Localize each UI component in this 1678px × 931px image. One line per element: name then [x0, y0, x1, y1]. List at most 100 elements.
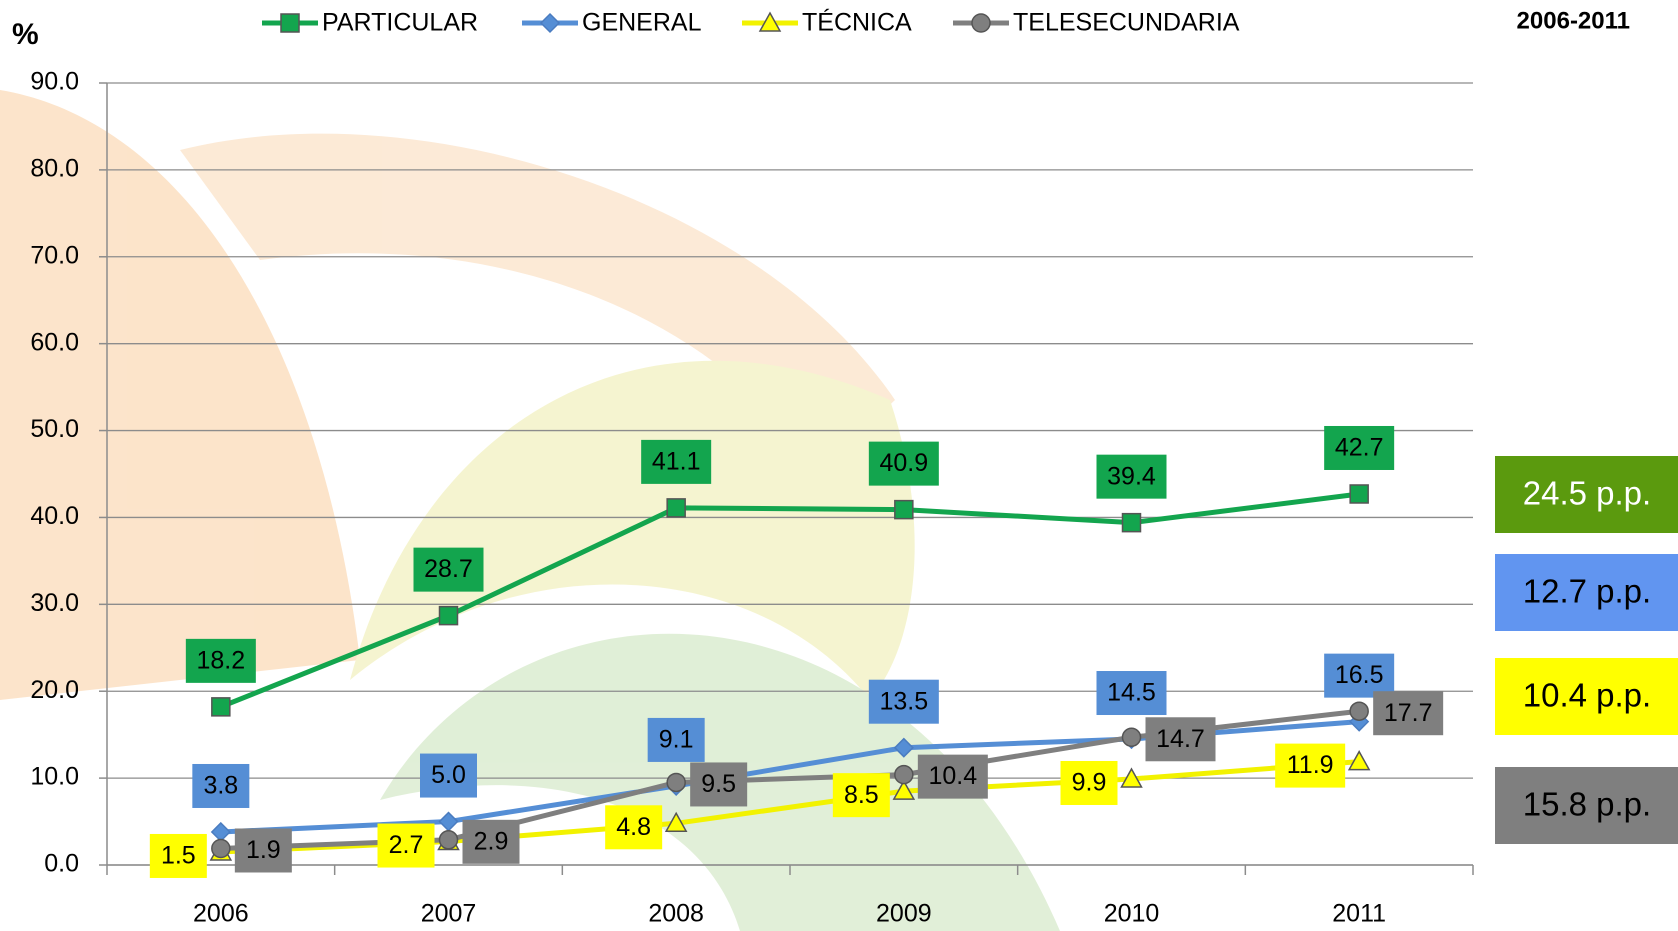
data-label-box	[1275, 743, 1346, 788]
data-label-box	[647, 717, 705, 762]
data-label: 1.9	[246, 836, 281, 864]
data-label-box	[1096, 454, 1167, 499]
data-label: 2.9	[474, 827, 509, 855]
data-point	[894, 499, 914, 520]
data-label-box	[1324, 425, 1395, 470]
data-point	[438, 605, 459, 626]
legend-marker	[758, 11, 782, 32]
data-label: 17.7	[1384, 699, 1433, 727]
annotation-box	[1495, 456, 1678, 533]
data-point	[1121, 727, 1142, 748]
data-label: 11.9	[1287, 751, 1334, 779]
data-point	[1347, 750, 1371, 771]
data-label: 40.9	[879, 449, 928, 477]
chart-title: 2006-2011	[1517, 7, 1630, 34]
decor-arc	[180, 133, 895, 470]
x-tick-label: 2007	[421, 900, 477, 928]
data-point	[664, 811, 688, 833]
data-label: 1.5	[161, 842, 196, 870]
data-point	[666, 772, 686, 793]
data-point	[211, 838, 231, 859]
data-point	[438, 830, 459, 850]
data-label: 41.1	[652, 447, 701, 475]
y-tick-label: 10.0	[30, 763, 79, 791]
data-point	[1349, 484, 1369, 504]
data-label-box	[641, 439, 712, 484]
data-label: 8.5	[844, 781, 879, 809]
data-point	[894, 764, 914, 785]
annotation-text: 10.4 p.p.	[1523, 677, 1651, 714]
data-label: 9.9	[1072, 769, 1107, 797]
y-tick-label: 70.0	[30, 241, 79, 269]
annotation-text: 15.8 p.p.	[1523, 786, 1651, 823]
data-point	[438, 811, 459, 832]
data-label-box	[185, 638, 256, 683]
data-label: 5.0	[431, 761, 466, 789]
data-point	[1349, 701, 1369, 721]
data-label-box	[1145, 717, 1216, 762]
legend-label: TELESECUNDARIA	[1013, 9, 1240, 37]
x-tick-label: 2011	[1332, 900, 1386, 928]
data-label-box	[1373, 691, 1444, 736]
x-tick-label: 2009	[876, 900, 932, 928]
data-point	[1121, 512, 1142, 533]
data-label: 14.5	[1107, 679, 1156, 707]
legend-label: TÉCNICA	[802, 8, 912, 37]
y-tick-label: 60.0	[30, 328, 79, 356]
data-label: 9.1	[659, 726, 694, 754]
y-axis-label: %	[12, 18, 39, 51]
annotation-box	[1495, 767, 1678, 844]
data-point	[893, 737, 914, 758]
data-point	[210, 821, 231, 843]
data-label-box	[690, 762, 748, 807]
x-tick-label: 2008	[648, 900, 704, 928]
data-label: 14.7	[1156, 725, 1205, 753]
data-label: 39.4	[1107, 462, 1156, 490]
data-label: 4.8	[616, 813, 651, 841]
x-tick-label: 2010	[1104, 900, 1160, 928]
data-label-box	[1060, 760, 1118, 805]
data-label-box	[377, 823, 435, 868]
y-tick-label: 0.0	[44, 850, 79, 878]
data-label-box	[413, 547, 484, 592]
data-label: 28.7	[424, 555, 473, 583]
data-label-box	[462, 819, 520, 864]
annotation-text: 24.5 p.p.	[1523, 475, 1651, 512]
data-point	[1120, 767, 1143, 788]
data-label-box	[605, 805, 663, 850]
decor-arc	[0, 90, 360, 700]
data-label-box	[234, 828, 292, 873]
data-label-box	[832, 773, 890, 818]
y-tick-label: 40.0	[30, 502, 79, 530]
data-label: 10.4	[928, 762, 977, 790]
data-label-box	[1096, 671, 1167, 716]
y-tick-label: 50.0	[30, 415, 79, 443]
legend-marker	[971, 13, 991, 33]
legend-marker	[539, 12, 561, 34]
legend-marker	[280, 13, 300, 33]
data-label-box	[192, 763, 250, 808]
data-label: 42.7	[1335, 434, 1384, 462]
data-label-box	[868, 679, 939, 724]
data-label: 9.5	[701, 770, 736, 798]
annotation-box	[1495, 658, 1678, 735]
data-label-box	[917, 754, 988, 799]
data-point	[211, 697, 231, 717]
legend-label: PARTICULAR	[322, 9, 478, 37]
data-label: 2.7	[389, 831, 424, 859]
series-line	[219, 491, 1360, 710]
data-label: 18.2	[196, 646, 245, 674]
data-label-box	[420, 753, 477, 798]
data-point	[892, 779, 916, 800]
y-tick-label: 20.0	[30, 676, 79, 704]
y-tick-label: 30.0	[30, 589, 79, 617]
data-point	[666, 498, 686, 518]
y-tick-label: 80.0	[30, 154, 79, 182]
legend-label: GENERAL	[582, 9, 702, 37]
data-label-box	[868, 441, 939, 486]
x-tick-label: 2006	[193, 900, 249, 928]
data-label-box	[1324, 653, 1395, 698]
annotation-box	[1495, 554, 1678, 631]
data-label: 16.5	[1335, 661, 1384, 689]
